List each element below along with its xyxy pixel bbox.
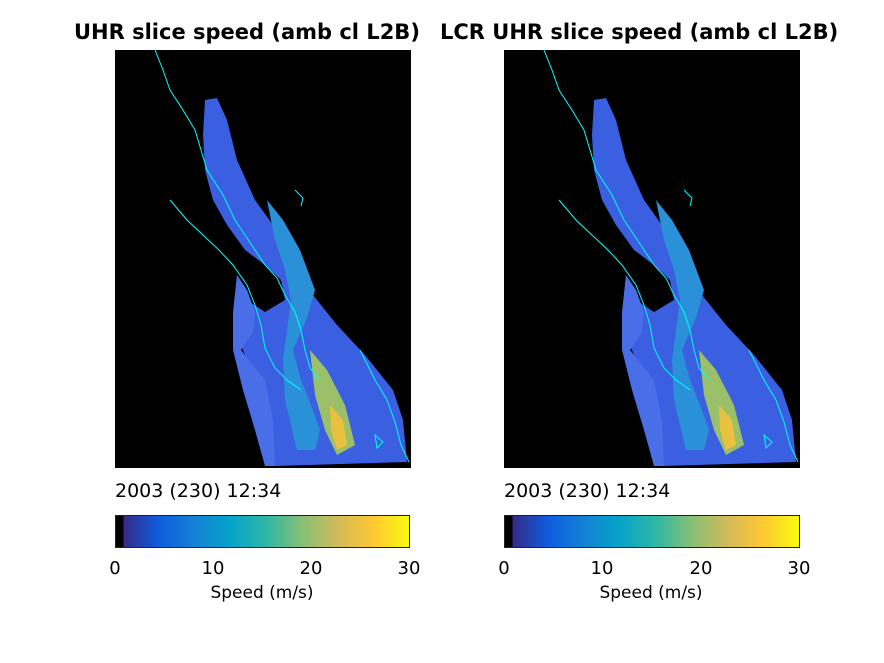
right-panel: LCR UHR slice speed (amb cl L2B) 2003 (2…	[440, 0, 884, 663]
coastline-east	[359, 349, 410, 463]
wind-hotspot-peak	[719, 405, 736, 450]
colorbar-tick: 10	[590, 558, 614, 579]
chart-title: UHR slice speed (amb cl L2B)	[74, 20, 420, 44]
colorbar-tick: 20	[689, 558, 713, 579]
map-svg	[504, 50, 800, 468]
coastline-islands	[683, 189, 773, 450]
coastline-east	[748, 349, 799, 463]
coastline-baja	[558, 199, 691, 391]
colorbar-label: Speed (m/s)	[210, 583, 314, 603]
coastline-west	[543, 50, 710, 381]
wind-speed-map	[504, 50, 800, 468]
timestamp: 2003 (230) 12:34	[115, 480, 282, 502]
colorbar-tick: 20	[299, 558, 323, 579]
chart-title: LCR UHR slice speed (amb cl L2B)	[440, 20, 839, 44]
colorbar	[115, 515, 410, 548]
timestamp: 2003 (230) 12:34	[504, 480, 671, 502]
colorbar-tick: 30	[397, 558, 421, 579]
wind-speed-map	[115, 50, 411, 468]
colorbar-tick: 0	[498, 558, 510, 579]
left-panel: UHR slice speed (amb cl L2B) 2003 (230) …	[74, 20, 421, 603]
coastline-islands	[294, 189, 384, 450]
wind-field-gulf	[656, 200, 709, 450]
coastline-baja	[169, 199, 302, 391]
coastline-west	[154, 50, 321, 381]
colorbar-tick: 10	[201, 558, 225, 579]
colorbar-tick: 30	[787, 558, 811, 579]
colorbar	[504, 515, 800, 548]
wind-field-peninsula	[622, 275, 664, 466]
colorbar-label: Speed (m/s)	[599, 583, 703, 603]
wind-hotspot-peak	[330, 405, 347, 450]
colorbar-tick: 0	[109, 558, 121, 579]
map-svg	[115, 50, 411, 468]
wind-field-peninsula	[233, 275, 275, 466]
wind-field-gulf	[267, 200, 320, 450]
